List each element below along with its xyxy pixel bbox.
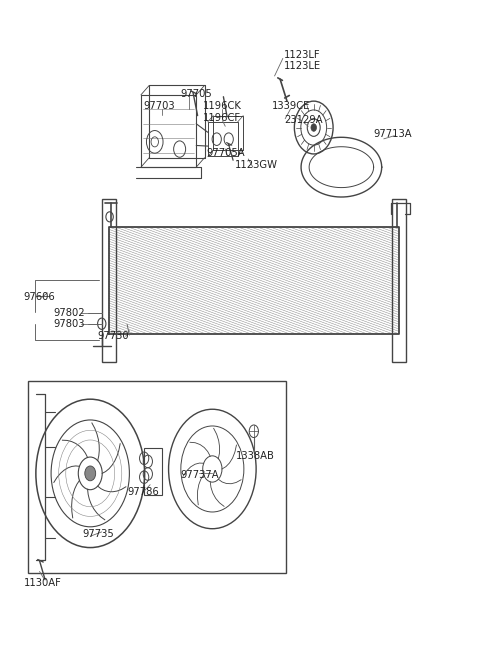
Text: 1338AB: 1338AB: [235, 451, 274, 460]
Text: 1123GW: 1123GW: [234, 160, 277, 170]
Text: 97802: 97802: [54, 308, 85, 318]
Text: 1196CK: 1196CK: [203, 101, 242, 111]
Text: 97705A: 97705A: [207, 147, 245, 158]
Bar: [392, 198, 406, 362]
Text: 1196CF: 1196CF: [203, 113, 241, 123]
Text: 97703: 97703: [143, 101, 175, 111]
Circle shape: [85, 466, 96, 481]
Circle shape: [311, 124, 316, 131]
Text: 97713A: 97713A: [373, 129, 412, 139]
Bar: [28, 381, 286, 572]
Text: 23129A: 23129A: [284, 115, 323, 125]
Text: 1339CE: 1339CE: [272, 101, 311, 111]
Text: 97737A: 97737A: [180, 470, 219, 480]
Text: 97786: 97786: [127, 487, 159, 497]
Text: 1123LF: 1123LF: [284, 50, 321, 60]
Bar: [102, 198, 116, 362]
Text: 97730: 97730: [97, 331, 129, 341]
Text: 1123LE: 1123LE: [284, 61, 321, 71]
Text: 97803: 97803: [54, 319, 85, 329]
Text: 97735: 97735: [83, 529, 114, 539]
Text: 97705: 97705: [180, 88, 212, 99]
Text: 97606: 97606: [24, 292, 55, 303]
Text: 1130AF: 1130AF: [24, 578, 61, 588]
Bar: [144, 447, 162, 495]
